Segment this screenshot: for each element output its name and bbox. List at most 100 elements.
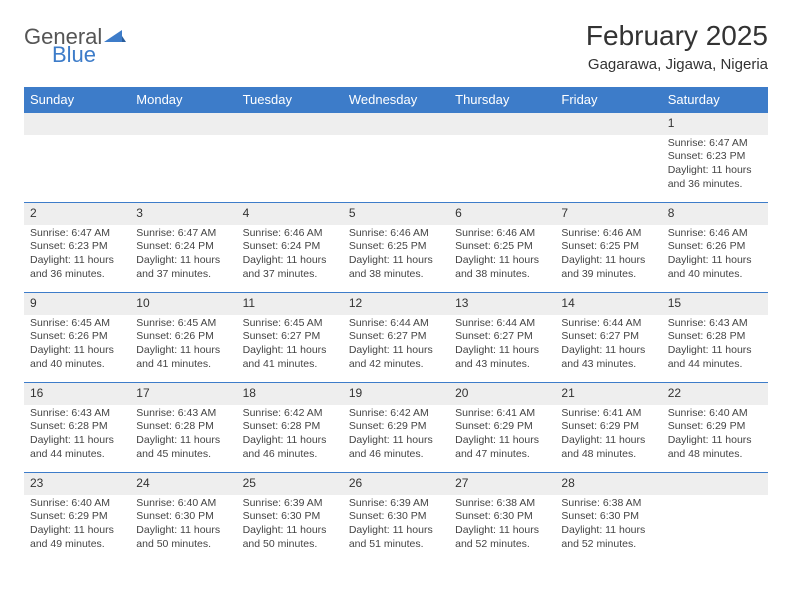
calendar-day-cell: 9Sunrise: 6:45 AMSunset: 6:26 PMDaylight… [24,292,130,382]
day-details: Sunrise: 6:43 AMSunset: 6:28 PMDaylight:… [662,315,768,376]
day-daylight1: Daylight: 11 hours [243,344,337,358]
day-number: 9 [24,293,130,315]
day-sunrise: Sunrise: 6:38 AM [455,497,549,511]
day-number [24,113,130,135]
day-sunset: Sunset: 6:23 PM [30,240,124,254]
day-number: 27 [449,473,555,495]
day-sunrise: Sunrise: 6:41 AM [561,407,655,421]
day-number: 28 [555,473,661,495]
day-details: Sunrise: 6:46 AMSunset: 6:25 PMDaylight:… [449,225,555,286]
day-details: Sunrise: 6:47 AMSunset: 6:24 PMDaylight:… [130,225,236,286]
day-daylight2: and 37 minutes. [243,268,337,282]
day-daylight1: Daylight: 11 hours [668,164,762,178]
day-number: 5 [343,203,449,225]
calendar-day-cell [343,112,449,202]
day-details: Sunrise: 6:41 AMSunset: 6:29 PMDaylight:… [555,405,661,466]
day-daylight1: Daylight: 11 hours [30,254,124,268]
day-daylight2: and 48 minutes. [668,448,762,462]
day-daylight1: Daylight: 11 hours [243,254,337,268]
weekday-header: Saturday [662,87,768,112]
day-sunset: Sunset: 6:25 PM [561,240,655,254]
day-sunset: Sunset: 6:24 PM [136,240,230,254]
day-number: 2 [24,203,130,225]
day-sunrise: Sunrise: 6:46 AM [455,227,549,241]
day-number: 17 [130,383,236,405]
day-number: 21 [555,383,661,405]
day-daylight2: and 44 minutes. [668,358,762,372]
calendar-week-row: 16Sunrise: 6:43 AMSunset: 6:28 PMDayligh… [24,382,768,472]
day-sunrise: Sunrise: 6:42 AM [243,407,337,421]
day-daylight1: Daylight: 11 hours [30,524,124,538]
day-number: 16 [24,383,130,405]
day-number: 8 [662,203,768,225]
day-daylight1: Daylight: 11 hours [668,434,762,448]
day-daylight2: and 43 minutes. [455,358,549,372]
day-sunset: Sunset: 6:23 PM [668,150,762,164]
day-details: Sunrise: 6:44 AMSunset: 6:27 PMDaylight:… [343,315,449,376]
calendar-day-cell: 6Sunrise: 6:46 AMSunset: 6:25 PMDaylight… [449,202,555,292]
day-details: Sunrise: 6:46 AMSunset: 6:25 PMDaylight:… [343,225,449,286]
day-daylight2: and 40 minutes. [668,268,762,282]
day-sunset: Sunset: 6:29 PM [30,510,124,524]
day-daylight1: Daylight: 11 hours [561,524,655,538]
day-details: Sunrise: 6:38 AMSunset: 6:30 PMDaylight:… [449,495,555,556]
day-daylight2: and 40 minutes. [30,358,124,372]
day-daylight1: Daylight: 11 hours [455,344,549,358]
day-sunset: Sunset: 6:27 PM [561,330,655,344]
day-sunrise: Sunrise: 6:41 AM [455,407,549,421]
calendar-day-cell: 13Sunrise: 6:44 AMSunset: 6:27 PMDayligh… [449,292,555,382]
day-details: Sunrise: 6:47 AMSunset: 6:23 PMDaylight:… [24,225,130,286]
weekday-header: Wednesday [343,87,449,112]
calendar-day-cell: 18Sunrise: 6:42 AMSunset: 6:28 PMDayligh… [237,382,343,472]
calendar-day-cell: 14Sunrise: 6:44 AMSunset: 6:27 PMDayligh… [555,292,661,382]
calendar-day-cell: 27Sunrise: 6:38 AMSunset: 6:30 PMDayligh… [449,472,555,562]
day-daylight2: and 36 minutes. [668,178,762,192]
day-sunrise: Sunrise: 6:45 AM [136,317,230,331]
day-daylight2: and 50 minutes. [136,538,230,552]
calendar-day-cell: 23Sunrise: 6:40 AMSunset: 6:29 PMDayligh… [24,472,130,562]
day-daylight2: and 41 minutes. [243,358,337,372]
day-daylight1: Daylight: 11 hours [455,254,549,268]
calendar-day-cell [662,472,768,562]
day-daylight2: and 48 minutes. [561,448,655,462]
day-daylight2: and 49 minutes. [30,538,124,552]
day-sunset: Sunset: 6:25 PM [455,240,549,254]
day-details: Sunrise: 6:45 AMSunset: 6:26 PMDaylight:… [130,315,236,376]
location-subtitle: Gagarawa, Jigawa, Nigeria [586,56,768,73]
brand-triangle-icon [104,24,126,50]
calendar-day-cell [130,112,236,202]
day-sunset: Sunset: 6:29 PM [561,420,655,434]
calendar-day-cell [24,112,130,202]
weekday-header: Monday [130,87,236,112]
day-number: 19 [343,383,449,405]
weekday-header: Tuesday [237,87,343,112]
day-daylight2: and 51 minutes. [349,538,443,552]
day-daylight1: Daylight: 11 hours [136,434,230,448]
calendar-day-cell: 22Sunrise: 6:40 AMSunset: 6:29 PMDayligh… [662,382,768,472]
calendar-day-cell: 8Sunrise: 6:46 AMSunset: 6:26 PMDaylight… [662,202,768,292]
day-details: Sunrise: 6:38 AMSunset: 6:30 PMDaylight:… [555,495,661,556]
day-daylight2: and 45 minutes. [136,448,230,462]
day-number [130,113,236,135]
day-daylight1: Daylight: 11 hours [668,344,762,358]
calendar-day-cell: 28Sunrise: 6:38 AMSunset: 6:30 PMDayligh… [555,472,661,562]
day-sunset: Sunset: 6:30 PM [561,510,655,524]
calendar-day-cell: 1Sunrise: 6:47 AMSunset: 6:23 PMDaylight… [662,112,768,202]
day-sunrise: Sunrise: 6:39 AM [243,497,337,511]
day-sunset: Sunset: 6:28 PM [668,330,762,344]
day-daylight1: Daylight: 11 hours [561,254,655,268]
calendar-day-cell [449,112,555,202]
day-daylight1: Daylight: 11 hours [561,434,655,448]
day-daylight1: Daylight: 11 hours [30,434,124,448]
day-sunrise: Sunrise: 6:43 AM [668,317,762,331]
day-number: 23 [24,473,130,495]
day-daylight2: and 47 minutes. [455,448,549,462]
day-number: 4 [237,203,343,225]
day-details: Sunrise: 6:43 AMSunset: 6:28 PMDaylight:… [130,405,236,466]
day-sunset: Sunset: 6:30 PM [349,510,443,524]
calendar-day-cell: 7Sunrise: 6:46 AMSunset: 6:25 PMDaylight… [555,202,661,292]
day-sunrise: Sunrise: 6:43 AM [136,407,230,421]
day-sunrise: Sunrise: 6:45 AM [30,317,124,331]
day-daylight1: Daylight: 11 hours [455,524,549,538]
day-number [555,113,661,135]
